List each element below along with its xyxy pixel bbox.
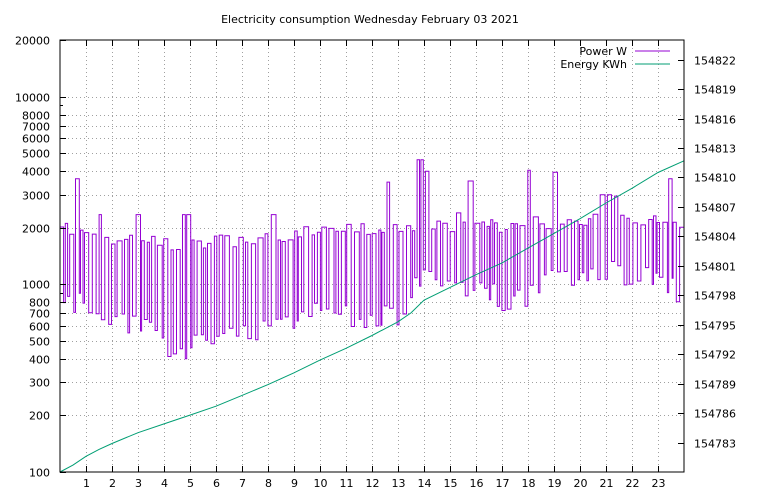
legend-label-energy: Energy KWh [560, 58, 627, 71]
y-left-tick-label: 5000 [22, 148, 50, 161]
x-tick-label: 6 [213, 477, 220, 490]
y-left-tick-label: 100 [29, 467, 50, 480]
y-left-tick-label: 8000 [22, 110, 50, 123]
x-tick-label: 18 [522, 477, 536, 490]
x-tick-label: 23 [652, 477, 666, 490]
x-tick-label: 2 [109, 477, 116, 490]
y-left-tick-label: 7000 [22, 121, 50, 134]
y-right-tick-label: 154795 [694, 320, 736, 333]
x-tick-label: 16 [470, 477, 484, 490]
y-right-tick-label: 154822 [694, 55, 736, 68]
x-tick-label: 4 [161, 477, 168, 490]
y-left-tick-label: 20000 [15, 35, 50, 48]
x-tick-label: 5 [187, 477, 194, 490]
legend-label-power: Power W [579, 45, 627, 58]
x-tick-label: 8 [265, 477, 272, 490]
x-tick-label: 19 [548, 477, 562, 490]
y-left-tick-label: 4000 [22, 166, 50, 179]
x-tick-label: 7 [239, 477, 246, 490]
x-tick-label: 21 [600, 477, 614, 490]
y-left-tick-label: 200 [29, 410, 50, 423]
y-right-tick-label: 154783 [694, 438, 736, 451]
y-right-tick-label: 154810 [694, 172, 736, 185]
y-right-tick-label: 154816 [694, 114, 736, 127]
x-tick-label: 14 [418, 477, 432, 490]
y-right-tick-label: 154792 [694, 349, 736, 362]
x-tick-label: 17 [496, 477, 510, 490]
x-tick-label: 15 [444, 477, 458, 490]
x-tick-label: 10 [314, 477, 328, 490]
series-layer [59, 159, 685, 473]
y-right-tick-label: 154786 [694, 408, 736, 421]
x-tick-label: 22 [626, 477, 640, 490]
y-right-tick-label: 154804 [694, 231, 736, 244]
x-tick-label: 9 [291, 477, 298, 490]
x-tick-label: 3 [135, 477, 142, 490]
y-right-tick-label: 154813 [694, 143, 736, 156]
legend: Power W Energy KWh [560, 45, 670, 71]
y-left-tick-label: 300 [29, 377, 50, 390]
y-left-tick-label: 700 [29, 308, 50, 321]
y-right-tick-label: 154801 [694, 261, 736, 274]
y-left-tick-label: 400 [29, 354, 50, 367]
y-right-tick-label: 154807 [694, 202, 736, 215]
y-left-tick-label: 600 [29, 321, 50, 334]
y-left-tick-label: 6000 [22, 133, 50, 146]
x-tick-label: 20 [574, 477, 588, 490]
plot-frame [59, 39, 685, 473]
x-tick-label: 13 [392, 477, 406, 490]
power-series-line [60, 159, 684, 360]
y-left-tick-label: 1000 [22, 279, 50, 292]
x-tick-label: 11 [340, 477, 354, 490]
chart-title: Electricity consumption Wednesday Februa… [221, 13, 519, 26]
y-left-tick-label: 3000 [22, 190, 50, 203]
y-left-tick-label: 800 [29, 297, 50, 310]
y-left-tick-label: 500 [29, 336, 50, 349]
y-right-tick-label: 154789 [694, 379, 736, 392]
y-right-tick-label: 154819 [694, 84, 736, 97]
x-tick-label: 1 [83, 477, 90, 490]
energy-series-line [59, 160, 685, 473]
y-left-tick-label: 10000 [15, 92, 50, 105]
y-right-tick-label: 154798 [694, 290, 736, 303]
y-left-tick-label: 2000 [22, 223, 50, 236]
x-tick-label: 12 [366, 477, 380, 490]
